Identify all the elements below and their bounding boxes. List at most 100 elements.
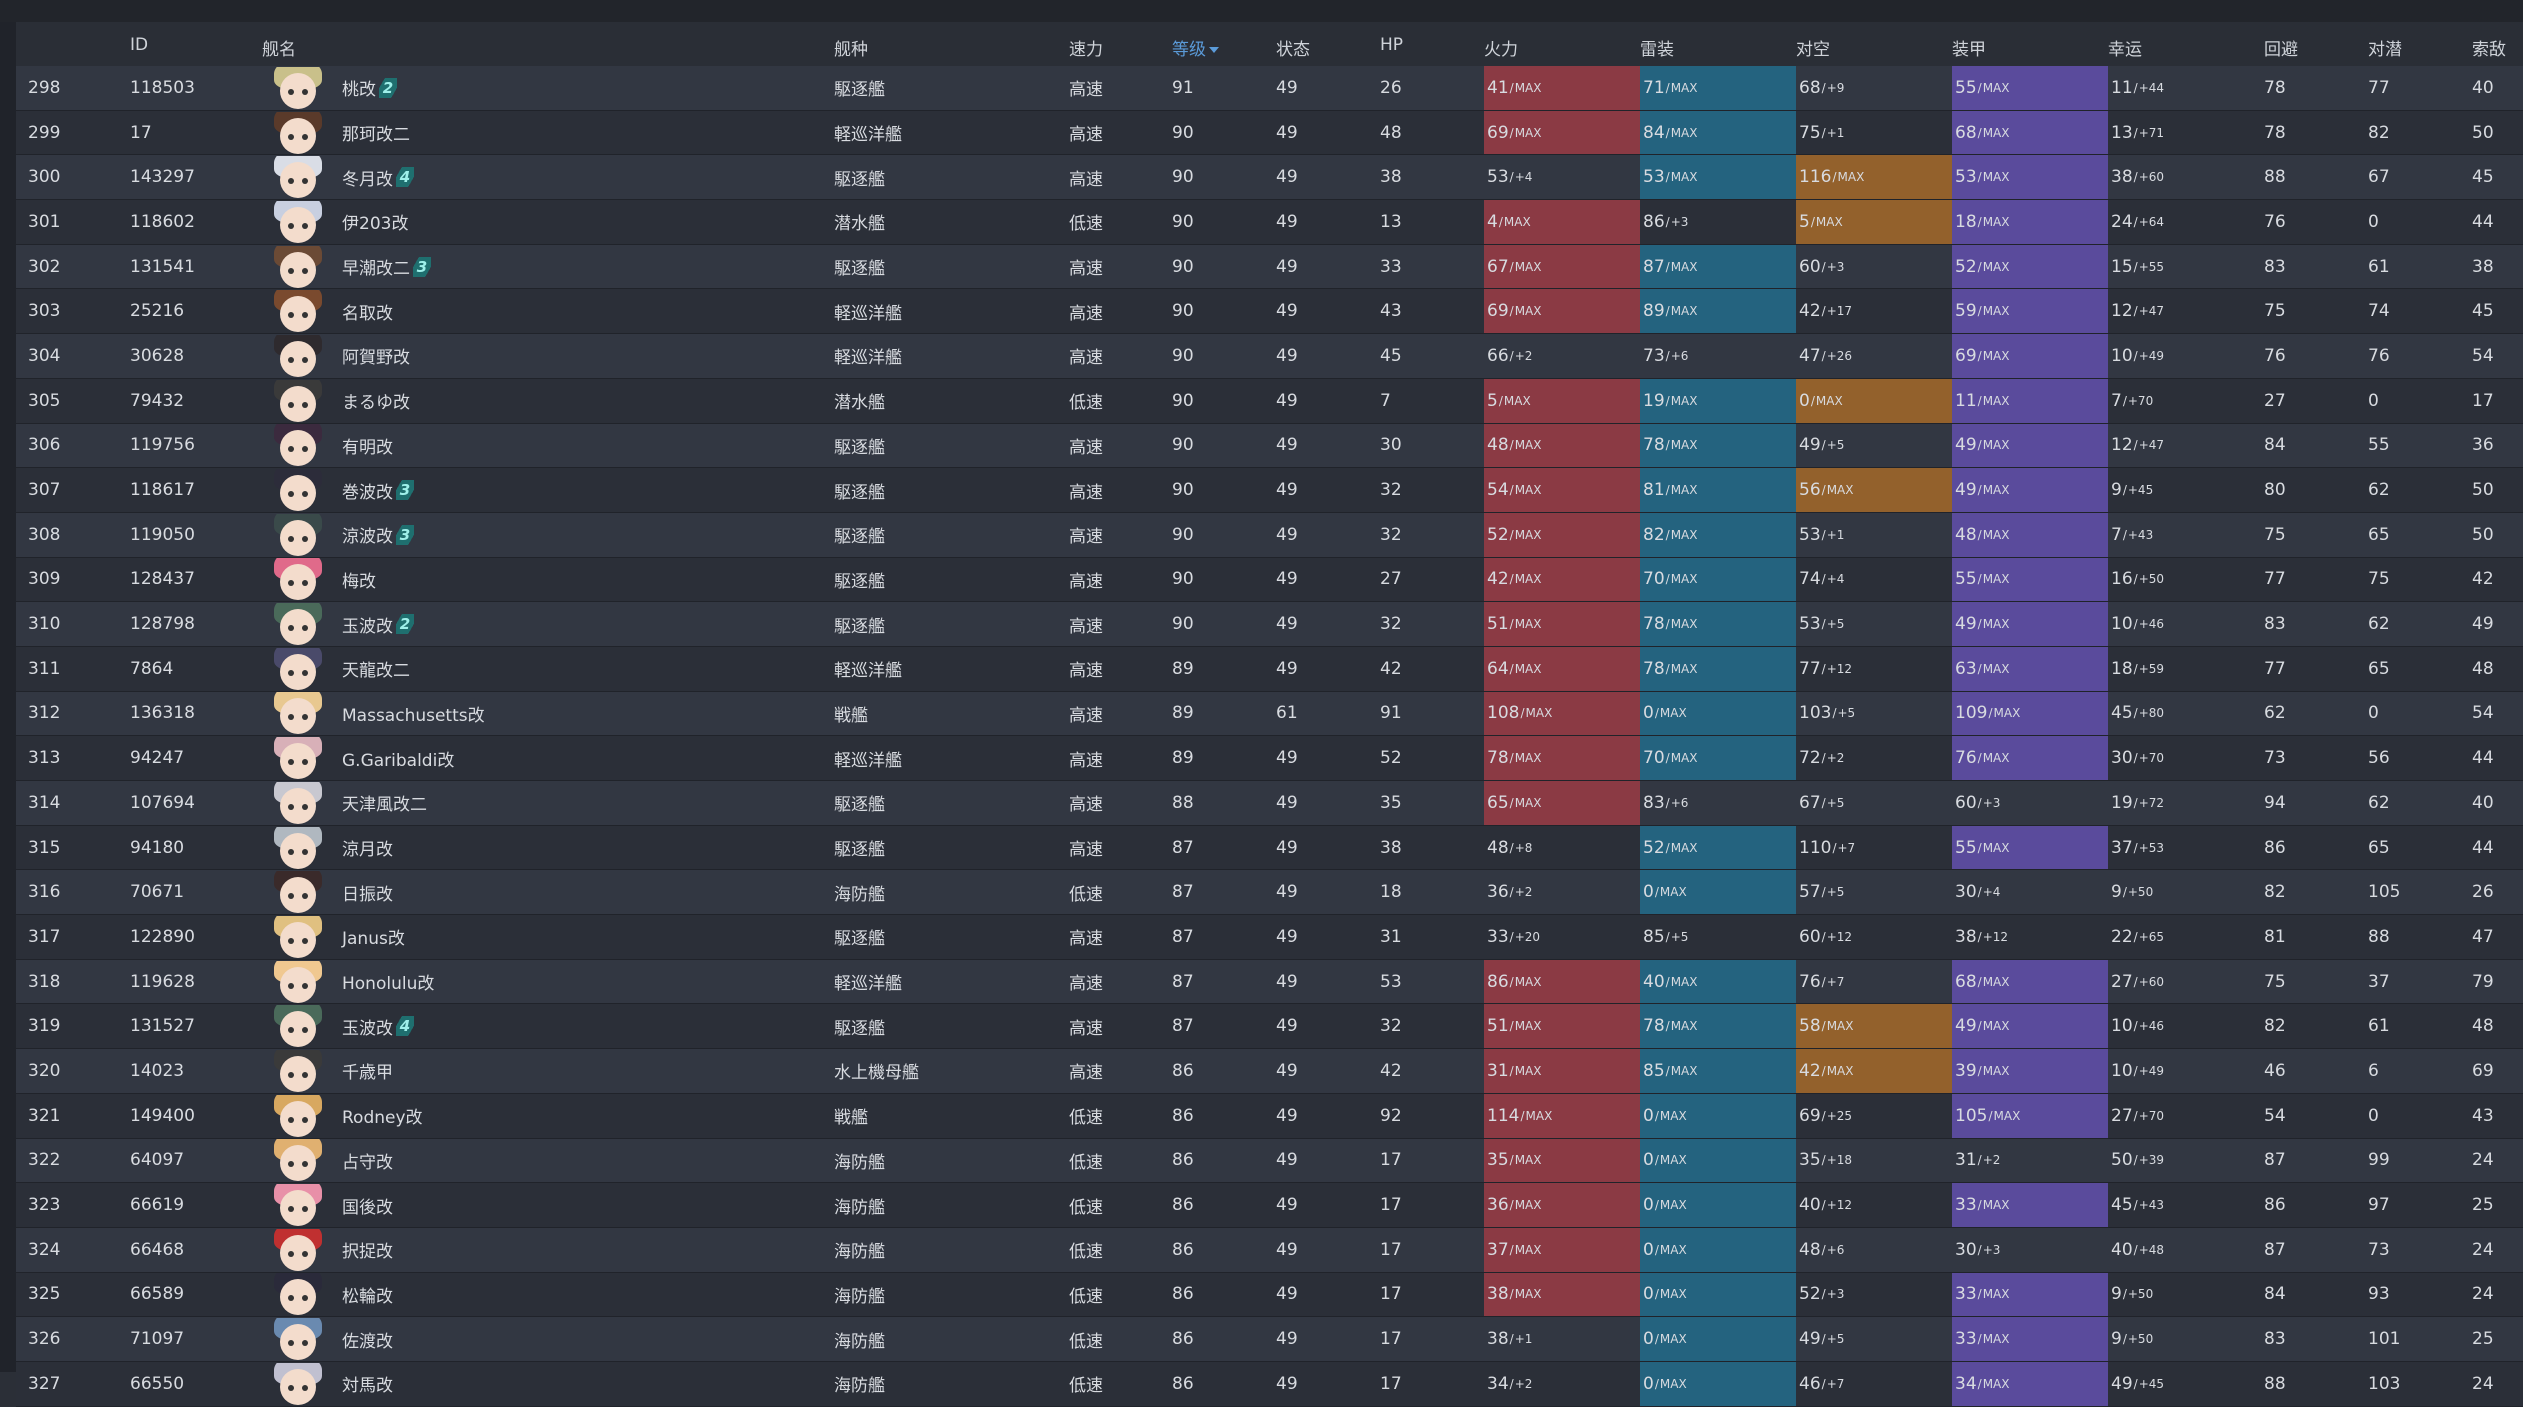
table-row[interactable]: 314 107694 天津風改二 駆逐艦 高速 88 49 35 65/MAX 83/+6 67/+… — [16, 781, 2523, 826]
table-row[interactable]: 319 131527 玉波改 4 駆逐艦 高速 87 49 32 51/MAX 78/MAX 58/M… — [16, 1004, 2523, 1050]
ship-name-cell[interactable]: 巻波改 3 — [342, 468, 642, 512]
ship-name-cell[interactable]: 天龍改二 — [342, 647, 642, 691]
ship-name-cell[interactable]: 玉波改 4 — [342, 1004, 642, 1048]
table-row[interactable]: 298 118503 桃改 2 駆逐艦 高速 91 49 26 41/MAX 71/MAX 68/+9… — [16, 66, 2523, 111]
table-row[interactable]: 323 66619 国後改 海防艦 低速 86 49 17 36/MAX 0/MAX 40/+12 3… — [16, 1183, 2523, 1228]
ship-name-cell[interactable]: 千歳甲 — [342, 1049, 642, 1093]
table-row[interactable]: 320 14023 千歳甲 水上機母艦 高速 86 49 42 31/MAX 85/MAX 42/M… — [16, 1049, 2523, 1094]
ship-name-cell[interactable]: Massachusetts改 — [342, 692, 642, 736]
header-cond[interactable]: 状态 — [1276, 40, 1310, 60]
header-fire[interactable]: 火力 — [1484, 40, 1518, 60]
table-row[interactable]: 302 131541 早潮改二 3 駆逐艦 高速 90 49 33 67/MAX 87/MAX 60/… — [16, 244, 2523, 290]
ship-avatar[interactable] — [262, 1139, 334, 1183]
table-row[interactable]: 326 71097 佐渡改 海防艦 低速 86 49 17 38/+1 0/MAX 49/+5 33/… — [16, 1317, 2523, 1362]
ship-name-cell[interactable]: 有明改 — [342, 424, 642, 468]
ship-name-cell[interactable]: Honolulu改 — [342, 960, 642, 1004]
table-row[interactable]: 317 122890 Janus改 駆逐艦 高速 87 49 31 33/+20 85/+5 60/… — [16, 915, 2523, 960]
table-row[interactable]: 306 119756 有明改 駆逐艦 高速 90 49 30 48/MAX 78/MAX 49/+5… — [16, 423, 2523, 469]
ship-avatar[interactable] — [262, 1049, 334, 1093]
ship-avatar[interactable] — [262, 1273, 334, 1317]
ship-avatar[interactable] — [262, 111, 334, 155]
ship-avatar[interactable] — [262, 424, 334, 468]
table-row[interactable]: 299 17 那珂改二 軽巡洋艦 高速 90 49 48 69/MAX 84/MAX 75/+1 68… — [16, 110, 2523, 156]
ship-name-cell[interactable]: 名取改 — [342, 289, 642, 333]
header-luck[interactable]: 幸运 — [2108, 40, 2142, 60]
table-row[interactable]: 308 119050 涼波改 3 駆逐艦 高速 90 49 32 52/MAX 82/MAX 53/+… — [16, 512, 2523, 558]
header-hp[interactable]: HP — [1380, 35, 1404, 55]
ship-name-cell[interactable]: 天津風改二 — [342, 781, 642, 825]
table-row[interactable]: 318 119628 Honolulu改 軽巡洋艦 高速 87 49 53 86/MAX 40/M… — [16, 959, 2523, 1005]
table-row[interactable]: 327 66550 対馬改 海防艦 低速 86 49 17 34/+2 0/MAX 46/+7 34/… — [16, 1361, 2523, 1407]
header-speed[interactable]: 速力 — [1069, 40, 1103, 60]
ship-avatar[interactable] — [262, 200, 334, 244]
table-row[interactable]: 324 66468 択捉改 海防艦 低速 86 49 17 37/MAX 0/MAX 48/+6 30… — [16, 1227, 2523, 1273]
ship-name-cell[interactable]: G.Garibaldi改 — [342, 736, 642, 780]
ship-name-cell[interactable]: Janus改 — [342, 915, 642, 959]
ship-avatar[interactable] — [262, 870, 334, 914]
ship-name-cell[interactable]: 桃改 2 — [342, 66, 642, 110]
header-evasion[interactable]: 回避 — [2264, 40, 2298, 60]
ship-name-cell[interactable]: 松輪改 — [342, 1273, 642, 1317]
ship-name-cell[interactable]: 冬月改 4 — [342, 155, 642, 199]
header-los[interactable]: 索敌 — [2472, 40, 2506, 60]
table-row[interactable]: 315 94180 涼月改 駆逐艦 高速 87 49 38 48/+8 52/MAX 110/+7 5… — [16, 825, 2523, 871]
ship-avatar[interactable] — [262, 602, 334, 646]
ship-name-cell[interactable]: Rodney改 — [342, 1094, 642, 1138]
header-asw[interactable]: 对潜 — [2368, 40, 2402, 60]
table-row[interactable]: 309 128437 梅改 駆逐艦 高速 90 49 27 42/MAX 70/MAX 74/+4 5… — [16, 557, 2523, 603]
table-row[interactable]: 313 94247 G.Garibaldi改 軽巡洋艦 高速 89 49 52 78/MAX 70… — [16, 736, 2523, 781]
ship-name-cell[interactable]: 国後改 — [342, 1183, 642, 1227]
table-row[interactable]: 310 128798 玉波改 2 駆逐艦 高速 90 49 32 51/MAX 78/MAX 53/+… — [16, 602, 2523, 647]
table-row[interactable]: 307 118617 巻波改 3 駆逐艦 高速 90 49 32 54/MAX 81/MAX 56/M… — [16, 468, 2523, 513]
ship-avatar[interactable] — [262, 736, 334, 780]
ship-name-cell[interactable]: 玉波改 2 — [342, 602, 642, 646]
ship-avatar[interactable] — [262, 1362, 334, 1406]
table-row[interactable]: 305 79432 まるゆ改 潜水艦 低速 90 49 7 5/MAX 19/MAX 0/MAX 11… — [16, 378, 2523, 424]
header-type[interactable]: 舰种 — [834, 40, 868, 60]
header-level[interactable]: 等级 — [1172, 35, 1219, 60]
ship-avatar[interactable] — [262, 513, 334, 557]
ship-name-cell[interactable]: 阿賀野改 — [342, 334, 642, 378]
table-row[interactable]: 300 143297 冬月改 4 駆逐艦 高速 90 49 38 53/+4 53/MAX 116/M… — [16, 155, 2523, 201]
ship-avatar[interactable] — [262, 245, 334, 289]
table-row[interactable]: 301 118602 伊203改 潜水艦 低速 90 49 13 4/MAX 86/+3 5/MAX… — [16, 200, 2523, 245]
header-id[interactable]: ID — [130, 35, 149, 55]
ship-avatar[interactable] — [262, 66, 334, 110]
ship-name-cell[interactable]: 佐渡改 — [342, 1317, 642, 1361]
ship-avatar[interactable] — [262, 558, 334, 602]
ship-name-cell[interactable]: 伊203改 — [342, 200, 642, 244]
table-row[interactable]: 311 7864 天龍改二 軽巡洋艦 高速 89 49 42 64/MAX 78/MAX 77/+1… — [16, 646, 2523, 692]
table-row[interactable]: 316 70671 日振改 海防艦 低速 87 49 18 36/+2 0/MAX 57/+5 30/… — [16, 870, 2523, 916]
header-aa[interactable]: 对空 — [1796, 40, 1830, 60]
ship-avatar[interactable] — [262, 1228, 334, 1272]
ship-avatar[interactable] — [262, 692, 334, 736]
ship-avatar[interactable] — [262, 334, 334, 378]
ship-avatar[interactable] — [262, 379, 334, 423]
header-name[interactable]: 舰名 — [262, 40, 296, 60]
ship-name-cell[interactable]: まるゆ改 — [342, 379, 642, 423]
table-row[interactable]: 303 25216 名取改 軽巡洋艦 高速 90 49 43 69/MAX 89/MAX 42/+1… — [16, 289, 2523, 335]
table-row[interactable]: 321 149400 Rodney改 戦艦 低速 86 49 92 114/MAX 0/MAX 69… — [16, 1093, 2523, 1139]
ship-avatar[interactable] — [262, 1317, 334, 1361]
ship-name-cell[interactable]: 択捉改 — [342, 1228, 642, 1272]
ship-avatar[interactable] — [262, 781, 334, 825]
ship-name-cell[interactable]: 早潮改二 3 — [342, 245, 642, 289]
ship-avatar[interactable] — [262, 1004, 334, 1048]
ship-name-cell[interactable]: 涼月改 — [342, 826, 642, 870]
ship-avatar[interactable] — [262, 1183, 334, 1227]
table-row[interactable]: 312 136318 Massachusetts改 戦艦 高速 89 61 91 108/MAX… — [16, 691, 2523, 737]
table-row[interactable]: 322 64097 占守改 海防艦 低速 86 49 17 35/MAX 0/MAX 35/+18 3… — [16, 1138, 2523, 1184]
ship-avatar[interactable] — [262, 647, 334, 691]
ship-name-cell[interactable]: 梅改 — [342, 558, 642, 602]
table-row[interactable]: 325 66589 松輪改 海防艦 低速 86 49 17 38/MAX 0/MAX 52/+3 33… — [16, 1272, 2523, 1318]
ship-name-cell[interactable]: 日振改 — [342, 870, 642, 914]
ship-avatar[interactable] — [262, 468, 334, 512]
ship-avatar[interactable] — [262, 1094, 334, 1138]
ship-name-cell[interactable]: 対馬改 — [342, 1362, 642, 1406]
ship-avatar[interactable] — [262, 915, 334, 959]
ship-avatar[interactable] — [262, 826, 334, 870]
table-row[interactable]: 304 30628 阿賀野改 軽巡洋艦 高速 90 49 45 66/+2 73/+6 47/+26… — [16, 334, 2523, 379]
ship-avatar[interactable] — [262, 960, 334, 1004]
ship-avatar[interactable] — [262, 155, 334, 199]
ship-name-cell[interactable]: 那珂改二 — [342, 111, 642, 155]
